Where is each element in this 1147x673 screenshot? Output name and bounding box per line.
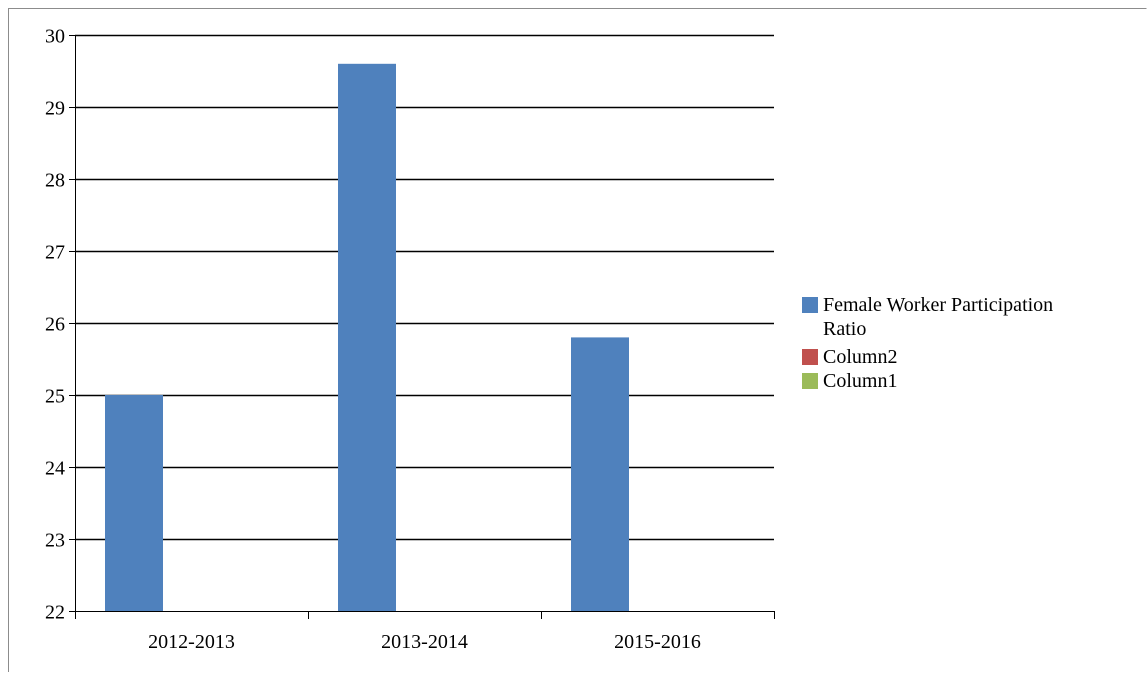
bar-2013-2014 bbox=[338, 63, 396, 612]
bar-2012-2013 bbox=[105, 395, 163, 611]
gridlines bbox=[75, 34, 774, 541]
y-tick-label-24: 24 bbox=[45, 458, 65, 480]
x-tick-label-2015-2016: 2015-2016 bbox=[614, 631, 701, 653]
legend-label-1: Column2 bbox=[823, 346, 897, 368]
legend-swatch-0 bbox=[802, 297, 818, 313]
axes bbox=[69, 35, 775, 619]
y-tick-label-26: 26 bbox=[45, 314, 65, 336]
y-tick-label-27: 27 bbox=[45, 242, 65, 264]
y-tick-label-23: 23 bbox=[45, 530, 65, 552]
bars bbox=[105, 63, 629, 612]
outer-border bbox=[8, 8, 1147, 672]
legend-swatch-2 bbox=[802, 373, 818, 389]
x-tick-label-2012-2013: 2012-2013 bbox=[148, 631, 235, 653]
frame-border bbox=[8, 8, 1147, 672]
bar-2015-2016 bbox=[571, 337, 629, 611]
legend-label-2: Column1 bbox=[823, 370, 897, 392]
y-tick-label-22: 22 bbox=[45, 602, 65, 624]
axis-labels: 22 23 24 25 26 27 28 29 30 2012-2013 2013-2014 2015… bbox=[45, 26, 701, 654]
y-tick-label-28: 28 bbox=[45, 170, 65, 192]
x-tick-label-2013-2014: 2013-2014 bbox=[381, 631, 468, 653]
y-tick-label-29: 29 bbox=[45, 98, 65, 120]
y-tick-label-30: 30 bbox=[45, 26, 65, 48]
y-tick-label-25: 25 bbox=[45, 386, 65, 408]
legend-label-0: Female Worker Participation bbox=[823, 294, 1053, 316]
legend-label-0-line1: Ratio bbox=[823, 318, 866, 340]
legend-swatch-1 bbox=[802, 349, 818, 365]
